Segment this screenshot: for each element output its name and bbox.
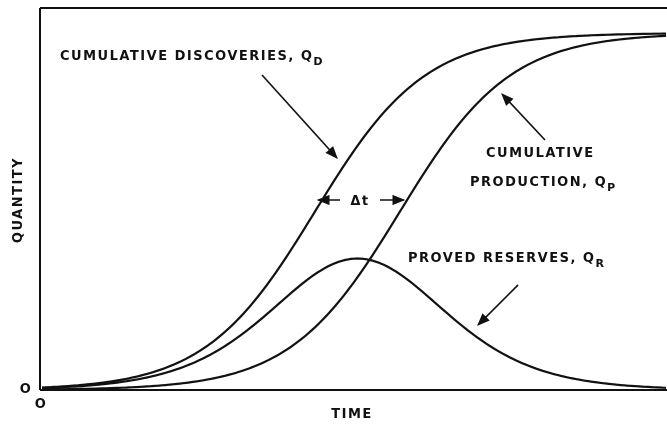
reserves-curve [41, 257, 667, 390]
pointer-arrow [261, 74, 338, 159]
production-label-2: PRODUCTION, QP [470, 175, 617, 194]
discoveries-label: CUMULATIVE DISCOVERIES, QD [60, 49, 324, 68]
pointer-arrow [501, 93, 546, 141]
origin-y: O [20, 382, 33, 397]
discoveries-curve [41, 32, 666, 389]
delta-t-label: Δt [350, 194, 369, 209]
production-label-1: CUMULATIVE [486, 146, 595, 161]
x-axis-label: TIME [331, 407, 373, 422]
reserves-label: PROVED RESERVES, QR [408, 251, 605, 270]
origin-x: O [35, 397, 48, 412]
production-curve [41, 34, 667, 391]
y-axis-label: QUANTITY [11, 157, 26, 243]
pointer-arrow [477, 284, 519, 326]
